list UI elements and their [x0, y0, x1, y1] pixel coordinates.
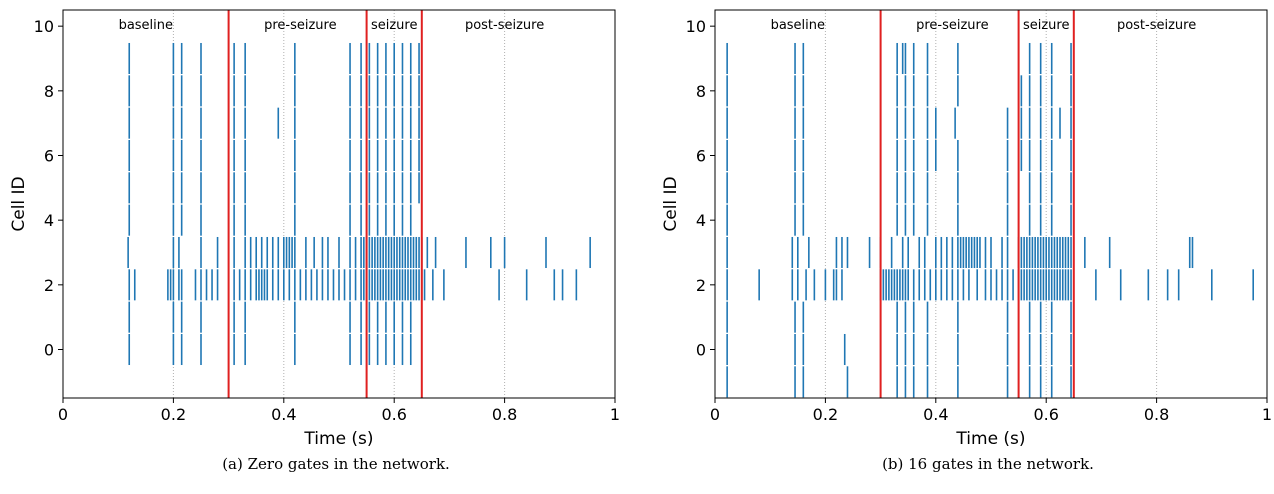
- x-axis-label: Time (s): [955, 429, 1025, 449]
- phase-label: pre-seizure: [264, 18, 337, 33]
- y-tick-label: 2: [696, 276, 706, 295]
- y-tick-label: 10: [34, 17, 54, 36]
- y-tick-label: 2: [44, 276, 54, 295]
- plot-frame: [62, 9, 616, 399]
- y-tick-label: 6: [696, 147, 706, 166]
- y-tick-label: 6: [44, 147, 54, 166]
- y-tick-label: 4: [696, 211, 706, 230]
- y-tick-label: 0: [696, 341, 706, 360]
- x-tick-label: 0: [58, 405, 68, 424]
- x-tick-label: 0.2: [161, 405, 186, 424]
- y-tick-label: 8: [44, 82, 54, 101]
- x-tick-label: 0: [710, 405, 720, 424]
- x-tick-label: 0.8: [1144, 405, 1169, 424]
- phase-label: post-seizure: [465, 18, 544, 33]
- caption-b: (b) 16 gates in the network.: [882, 455, 1094, 473]
- x-tick-label: 0.4: [271, 405, 296, 424]
- y-tick-label: 4: [44, 211, 54, 230]
- phase-label: pre-seizure: [916, 18, 989, 33]
- phase-label: post-seizure: [1117, 18, 1196, 33]
- phase-label: seizure: [371, 18, 418, 33]
- y-tick-label: 0: [44, 341, 54, 360]
- y-tick-label: 8: [696, 82, 706, 101]
- x-tick-label: 1: [610, 405, 620, 424]
- x-tick-label: 0.6: [381, 405, 406, 424]
- x-tick-label: 0.8: [492, 405, 517, 424]
- x-axis-label: Time (s): [303, 429, 373, 449]
- phase-label: seizure: [1023, 18, 1070, 33]
- y-tick-label: 10: [686, 17, 706, 36]
- y-axis-label: Cell ID: [661, 176, 681, 231]
- x-tick-label: 1: [1262, 405, 1272, 424]
- caption-a: (a) Zero gates in the network.: [222, 455, 450, 473]
- phase-label: baseline: [119, 18, 173, 33]
- plot-frame: [714, 9, 1268, 399]
- y-axis-label: Cell ID: [9, 176, 29, 231]
- x-tick-label: 0.2: [813, 405, 838, 424]
- x-tick-label: 0.4: [923, 405, 948, 424]
- raster-plot-b: baseline pre-seizure seizure post-seizure 0 0…: [661, 9, 1272, 449]
- raster-plot-a: baseline pre-seizure seizure post-seizure 0 0…: [9, 9, 620, 449]
- x-tick-label: 0.6: [1033, 405, 1058, 424]
- phase-label: baseline: [771, 18, 825, 33]
